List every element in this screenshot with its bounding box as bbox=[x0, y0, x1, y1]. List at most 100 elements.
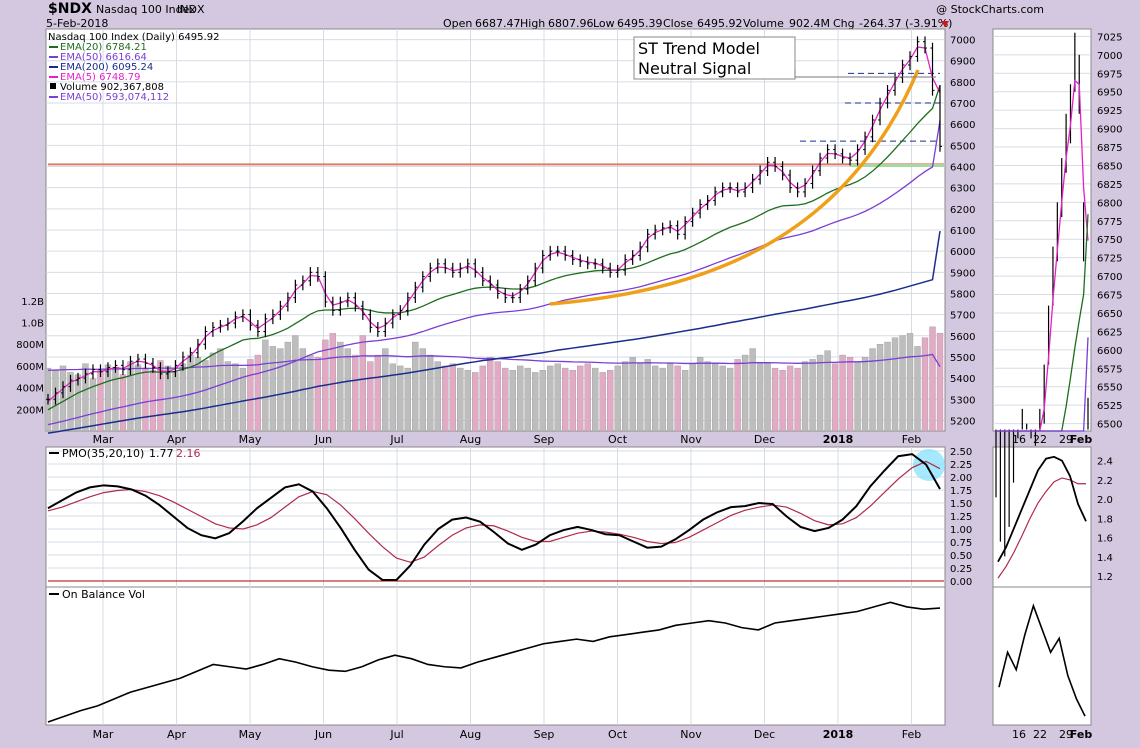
volume-bar bbox=[434, 361, 441, 432]
price-tick-label: 6900 bbox=[950, 57, 975, 68]
volume-tick-label: 1.2B bbox=[21, 297, 44, 308]
volume-bar bbox=[389, 363, 396, 432]
price-tick-label: 6300 bbox=[950, 184, 975, 195]
close-label: Close bbox=[663, 17, 693, 30]
zoom-tick-label: 6850 bbox=[1097, 161, 1122, 172]
volume-bar bbox=[711, 363, 719, 432]
volume-bar bbox=[119, 374, 127, 432]
symbol: $NDX bbox=[48, 1, 92, 17]
zoom-series bbox=[995, 32, 1089, 717]
pmo-zoom-tick-label: 2.4 bbox=[1097, 457, 1113, 468]
high-value: 6807.96 bbox=[548, 17, 594, 30]
trend-model-annotation: ST Trend Model Neutral Signal bbox=[633, 36, 936, 80]
obv-month-label: Jun bbox=[314, 728, 332, 741]
exchange: INDX bbox=[177, 3, 205, 16]
zoom-x-label: 29 bbox=[1059, 433, 1073, 446]
ema200-line bbox=[47, 230, 941, 434]
obv-month-label: May bbox=[239, 728, 262, 741]
price-tick-label: 6700 bbox=[950, 99, 975, 110]
zoom-tick-label: 6600 bbox=[1097, 346, 1122, 357]
volume-bar bbox=[314, 357, 322, 432]
price-tick-label: 6100 bbox=[950, 226, 975, 237]
zoom-tick-label: 6950 bbox=[1097, 88, 1122, 99]
zoom-tick-label: 6500 bbox=[1097, 420, 1122, 431]
volume-bar bbox=[269, 346, 277, 432]
price-tick-label: 7000 bbox=[950, 36, 975, 47]
volume-bar bbox=[262, 339, 269, 432]
legend-entry: EMA(20) 6784.21 bbox=[60, 42, 147, 53]
month-label: May bbox=[239, 433, 262, 446]
pmo-zoom-tick-label: 2.0 bbox=[1097, 495, 1113, 506]
low-label: Low bbox=[593, 17, 615, 30]
price-tick-label: 5600 bbox=[950, 332, 975, 343]
parabolic-trend-curve bbox=[549, 69, 920, 306]
volume-bar bbox=[397, 365, 404, 432]
volume-bar bbox=[524, 367, 531, 432]
volume-bar bbox=[824, 350, 831, 432]
volume-bar bbox=[651, 365, 659, 432]
high-label: High bbox=[520, 17, 545, 30]
volume-bar bbox=[337, 341, 344, 432]
pmo-tick-label: 0.50 bbox=[950, 551, 972, 562]
volume-bar bbox=[284, 341, 292, 432]
obv-month-label: Nov bbox=[680, 728, 702, 741]
annotation-pointer bbox=[794, 70, 936, 78]
volume-bar bbox=[779, 370, 786, 432]
volume-bar bbox=[741, 354, 749, 432]
volume-bar bbox=[217, 348, 224, 432]
price-bars bbox=[46, 36, 942, 405]
zoom-x-label: 22 bbox=[1033, 433, 1047, 446]
pmo-highlight-circle bbox=[913, 449, 945, 481]
volume-bar bbox=[734, 359, 741, 432]
zoom-tick-label: 6775 bbox=[1097, 217, 1122, 228]
pmo-tick-label: 1.75 bbox=[950, 486, 972, 497]
volume-label: Volume bbox=[743, 17, 784, 30]
volume-bar bbox=[442, 365, 449, 432]
volume-bar bbox=[839, 354, 846, 432]
pmo-line bbox=[47, 453, 941, 581]
obv-panel bbox=[45, 586, 946, 726]
volume-bar bbox=[607, 370, 614, 432]
volume-bar bbox=[809, 359, 816, 432]
volume-tick-label: 400M bbox=[16, 384, 44, 395]
volume-bar bbox=[134, 364, 142, 432]
obv-month-label: Dec bbox=[754, 728, 775, 741]
price-tick-label: 5900 bbox=[950, 268, 975, 279]
zoom-tick-label: 6825 bbox=[1097, 180, 1122, 191]
zoom-tick-label: 6675 bbox=[1097, 291, 1122, 302]
zoom-ema50-line bbox=[996, 337, 1089, 432]
price-tick-label: 5300 bbox=[950, 395, 975, 406]
volume-bar bbox=[771, 367, 779, 432]
volume-bar bbox=[794, 367, 801, 432]
volume-bar bbox=[906, 333, 914, 432]
volume-bar bbox=[869, 348, 876, 432]
volume-bar bbox=[509, 370, 516, 432]
price-legend: Nasdaq 100 Index (Daily) 6495.92EMA(20) … bbox=[48, 32, 219, 103]
month-label: Sep bbox=[534, 433, 555, 446]
pmo-tick-label: 1.25 bbox=[950, 512, 972, 523]
volume-bar bbox=[464, 370, 471, 432]
volume-bar bbox=[224, 361, 232, 432]
volume-bar bbox=[329, 333, 337, 432]
open-label: Open bbox=[443, 17, 472, 30]
obv-line bbox=[47, 601, 941, 723]
volume-bar bbox=[584, 363, 591, 432]
volume-bar bbox=[157, 360, 164, 432]
legend-entry: EMA(200) 6095.24 bbox=[60, 62, 153, 73]
volume-bar bbox=[449, 363, 456, 432]
volume-tick-label: 1.0B bbox=[21, 319, 44, 330]
zoom-tick-label: 6550 bbox=[1097, 383, 1122, 394]
axis-labels: 7000 6900 6800 6700 6600 6500 6400 6300 6200 6100… bbox=[16, 32, 1122, 741]
month-label: Jul bbox=[389, 433, 403, 446]
price-tick-label: 5400 bbox=[950, 374, 975, 385]
volume-bar bbox=[307, 354, 314, 432]
volume-bar bbox=[427, 354, 434, 432]
zoom-tick-label: 6875 bbox=[1097, 143, 1122, 154]
obv-month-label: Oct bbox=[608, 728, 628, 741]
legend-entry: Volume 902,367,808 bbox=[60, 82, 164, 93]
obv-zoom-line bbox=[998, 603, 1086, 717]
volume-bar bbox=[801, 361, 809, 432]
pmo-value-1: 1.77 bbox=[149, 447, 174, 460]
volume-bar bbox=[831, 363, 839, 432]
